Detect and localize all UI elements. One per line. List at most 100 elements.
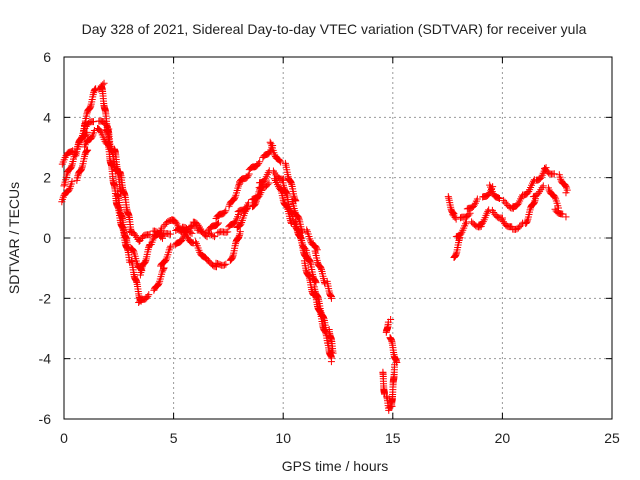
data-point [101,119,109,127]
data-point [266,148,274,156]
data-point [301,245,309,253]
data-point [256,158,264,166]
y-tick-label: -4 [39,351,52,367]
x-tick-label: 20 [495,430,511,446]
data-point [68,147,76,155]
data-point [166,230,174,238]
data-point [77,165,85,173]
data-point [523,217,531,225]
x-tick-labels: 0 5 10 15 20 25 [60,430,620,446]
data-point [264,169,272,177]
data-point [209,232,217,240]
data-point [266,138,274,146]
series-upper [60,79,335,302]
data-point [244,199,252,207]
data-point [222,260,230,268]
data-point [327,349,335,357]
series-segment-17-23h-upper [444,164,571,223]
data-point [236,228,244,236]
data-point [146,231,154,239]
data-point [529,177,537,185]
data-point [59,193,67,201]
data-point [220,261,228,269]
data-point [84,146,92,154]
data-point [517,221,525,229]
data-point [529,200,537,208]
y-tick-labels: -6 -4 -2 0 2 4 6 [39,49,52,427]
data-point [235,182,243,190]
data-point [68,178,76,186]
y-tick-label: -2 [39,290,52,306]
data-point [222,207,230,215]
data-point [470,201,478,209]
series-lower [58,124,337,357]
data-point [277,158,285,166]
data-point [327,358,335,366]
data-point [484,207,492,215]
data-point [276,157,284,165]
data-point [244,204,252,212]
data-point [76,167,84,175]
data-point [551,193,559,201]
y-tick-label: 6 [43,49,51,65]
data-point [112,166,120,174]
data-point [264,181,272,189]
data-point [306,237,314,245]
data-point [188,229,196,237]
data-point [221,208,229,216]
data-point [154,280,162,288]
data-point [538,184,546,192]
series-layer [58,79,571,414]
data-point [65,186,73,194]
y-tick-label: 0 [43,230,51,246]
data-point [562,182,570,190]
data-point [145,291,153,299]
data-point [562,213,570,221]
data-point [329,349,337,357]
data-point [478,219,486,227]
data-point [265,179,273,187]
x-tick-label: 5 [170,430,178,446]
data-point [204,229,212,237]
data-point [271,151,279,159]
data-point [312,243,320,251]
data-point [67,163,75,171]
data-point [545,186,553,194]
data-point [74,172,82,180]
data-point [130,230,138,238]
data-point [88,133,96,141]
data-point [243,205,251,213]
data-point [69,147,77,155]
data-point [213,220,221,228]
data-point [562,189,570,197]
data-point [322,324,330,332]
data-point [295,214,303,222]
data-point [82,148,90,156]
data-point [327,294,335,302]
data-point [81,131,89,139]
data-point [485,206,493,214]
y-tick-label: 2 [43,170,51,186]
data-point [313,244,321,252]
data-point [260,176,268,184]
data-point [550,170,558,178]
y-tick-label: -6 [39,411,52,427]
data-point [462,220,470,228]
data-point [66,165,74,173]
data-point [144,292,152,300]
data-point [215,219,223,227]
x-tick-label: 10 [275,430,291,446]
chart-title: Day 328 of 2021, Sidereal Day-to-day VTE… [82,21,587,37]
data-point [465,211,473,219]
data-point [295,228,303,236]
data-point [83,147,91,155]
data-point [452,215,460,223]
data-point [172,218,180,226]
data-point [83,147,91,155]
data-point [60,182,68,190]
data-point [386,334,394,342]
data-point [523,218,531,226]
data-point [87,134,95,142]
data-point [539,182,547,190]
